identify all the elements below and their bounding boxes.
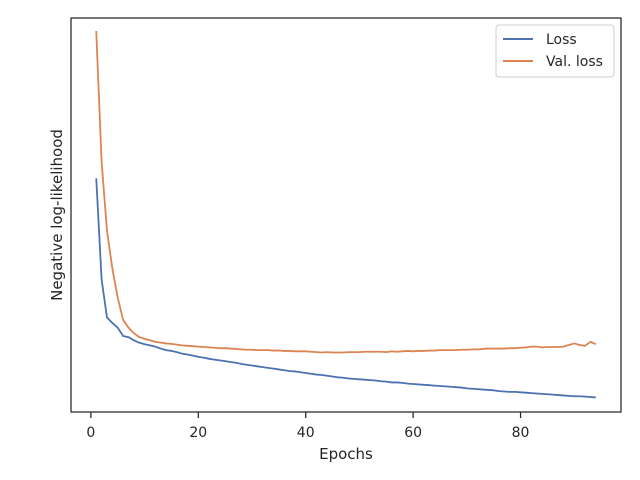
x-axis-ticks: 0 20 40 60 80 (86, 412, 529, 441)
x-tick-label: 40 (297, 425, 315, 441)
legend: Loss Val. loss (495, 24, 615, 78)
legend-label-val-loss: Val. loss (546, 54, 603, 70)
plot-frame (70, 17, 622, 413)
legend-label-loss: Loss (546, 32, 577, 48)
y-axis-label: Negative log-likelihood (48, 129, 66, 301)
series-layer (95, 30, 597, 399)
series-line-loss (95, 178, 596, 399)
x-tick-label: 60 (404, 425, 422, 441)
x-tick-label: 80 (512, 425, 530, 441)
x-axis-label: Epochs (319, 445, 373, 463)
x-tick-label: 20 (189, 425, 207, 441)
x-tick-label: 0 (86, 425, 95, 441)
series-line-val-loss (95, 30, 597, 354)
